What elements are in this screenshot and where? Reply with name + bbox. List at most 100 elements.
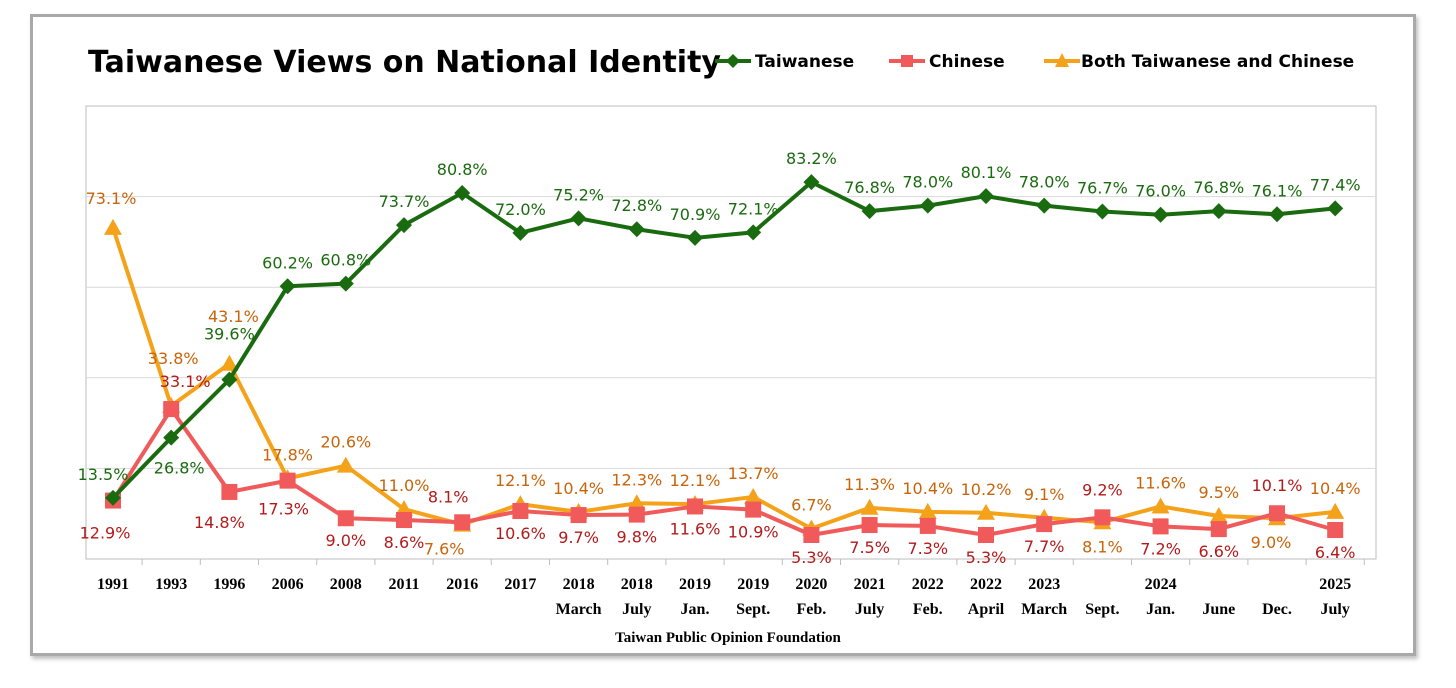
diamond-marker — [454, 184, 471, 201]
triangle-marker — [336, 456, 355, 473]
diamond-marker — [1152, 206, 1169, 223]
x-tick-sub: July — [855, 601, 884, 618]
x-tick-year: 2020 — [795, 576, 827, 593]
data-label: 26.8% — [154, 459, 205, 478]
data-label: 70.9% — [670, 205, 721, 224]
x-tick-year: 1996 — [213, 576, 245, 593]
data-label: 60.8% — [320, 251, 371, 270]
diamond-marker — [570, 210, 587, 227]
data-label: 8.1% — [428, 487, 469, 506]
data-label: 7.7% — [1024, 537, 1065, 556]
square-marker — [337, 510, 354, 527]
triangle-marker — [1209, 506, 1228, 523]
data-label: 5.3% — [791, 548, 832, 567]
legend-triangle-icon — [1055, 53, 1069, 67]
square-marker — [1152, 518, 1169, 535]
series-layer — [104, 174, 1345, 543]
diamond-marker — [978, 188, 994, 205]
data-label: 7.6% — [424, 540, 465, 559]
diamond-marker — [396, 217, 412, 234]
x-tick-year: 2022 — [970, 576, 1002, 593]
diamond-marker — [628, 221, 645, 238]
x-tick-year: 2011 — [388, 576, 419, 593]
data-label: 12.1% — [495, 471, 546, 490]
x-tick-year: 2016 — [446, 576, 478, 593]
x-tick-year: 2018 — [563, 576, 595, 593]
x-tick-sub: Feb. — [797, 601, 827, 618]
data-label: 5.3% — [966, 548, 1007, 567]
square-marker — [978, 526, 994, 543]
diamond-marker — [163, 429, 180, 446]
square-marker — [628, 506, 645, 523]
x-tick-sub: June — [1202, 601, 1235, 618]
data-label: 8.6% — [384, 533, 425, 552]
square-marker — [1327, 522, 1344, 539]
data-label: 9.5% — [1198, 483, 1239, 502]
data-label: 11.6% — [670, 519, 721, 538]
data-label: 20.6% — [320, 433, 371, 452]
data-label: 76.8% — [844, 178, 895, 197]
data-label: 83.2% — [786, 149, 837, 168]
square-marker — [1269, 505, 1285, 522]
data-label: 7.5% — [849, 538, 890, 557]
data-label: 77.4% — [1310, 175, 1361, 194]
diamond-marker — [745, 224, 762, 241]
data-label: 76.0% — [1135, 182, 1186, 201]
data-label: 10.6% — [495, 524, 546, 543]
x-tick-year: 2025 — [1319, 576, 1351, 593]
chart-title: Taiwanese Views on National Identity — [88, 45, 721, 80]
diamond-marker — [1036, 197, 1053, 214]
data-label: 73.7% — [379, 192, 430, 211]
data-label: 43.1% — [208, 307, 259, 326]
legend-label-chinese: Chinese — [929, 52, 1005, 72]
data-label: 9.0% — [1251, 533, 1292, 552]
data-label: 76.7% — [1077, 179, 1128, 198]
data-label: 9.1% — [1024, 485, 1065, 504]
x-tick-sub: Feb. — [913, 601, 943, 618]
triangle-marker — [1151, 497, 1170, 514]
legend: Taiwanese Chinese Both Taiwanese and Chi… — [715, 52, 1354, 72]
data-label: 33.8% — [148, 349, 199, 368]
data-label: 76.8% — [1193, 178, 1244, 197]
data-label: 14.8% — [194, 513, 245, 532]
x-tick-year: 2019 — [737, 576, 769, 593]
triangle-marker — [918, 502, 937, 519]
square-marker — [687, 498, 703, 515]
data-label: 80.1% — [961, 163, 1012, 182]
legend-item-chinese: Chinese — [889, 52, 1005, 72]
data-label: 10.9% — [728, 523, 779, 542]
x-tick-sub: Jan. — [1146, 601, 1175, 618]
data-label: 9.0% — [325, 531, 366, 550]
triangle-marker — [627, 494, 646, 511]
square-marker — [803, 526, 820, 543]
legend-square-icon — [901, 55, 913, 67]
square-marker — [1036, 516, 1053, 533]
square-marker — [512, 502, 529, 519]
triangle-marker — [104, 218, 122, 235]
data-label: 7.2% — [1140, 539, 1181, 558]
data-label: 9.8% — [616, 528, 657, 547]
triangle-marker — [744, 487, 763, 504]
data-label: 17.3% — [258, 500, 309, 519]
diamond-marker — [803, 174, 820, 191]
data-label: 12.3% — [611, 470, 662, 489]
diamond-marker — [512, 224, 529, 241]
x-tick-sub: Dec. — [1262, 601, 1292, 618]
x-tick-year: 2022 — [912, 576, 944, 593]
data-label: 13.5% — [78, 465, 129, 484]
data-label: 72.8% — [611, 196, 662, 215]
data-label: 12.9% — [80, 524, 131, 543]
diamond-marker — [105, 489, 121, 506]
legend-diamond-icon — [726, 54, 740, 68]
data-label: 9.2% — [1082, 480, 1123, 499]
data-label: 10.4% — [902, 479, 953, 498]
square-marker — [570, 507, 587, 524]
chart-canvas: 13.5% 26.8% 39.6% 60.2% 60.8% 73.7% 80.8% 72.0%… — [78, 45, 1377, 646]
data-label: 11.6% — [1135, 473, 1186, 492]
data-label: 17.8% — [262, 445, 313, 464]
square-marker — [454, 514, 471, 531]
data-label: 72.1% — [728, 199, 779, 218]
diamond-marker — [687, 229, 703, 246]
diamond-marker — [861, 203, 878, 220]
square-marker — [1210, 521, 1227, 538]
